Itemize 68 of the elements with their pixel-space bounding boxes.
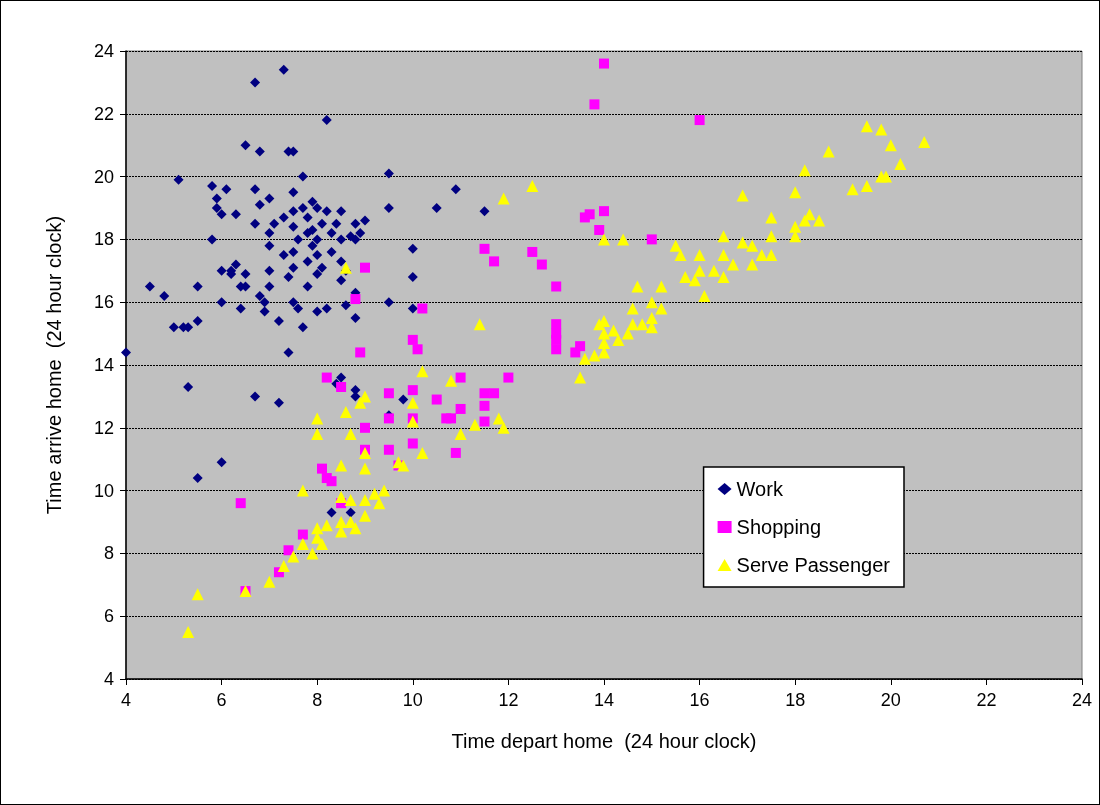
x-tick-label: 4	[120, 690, 132, 710]
point	[360, 422, 370, 433]
point	[503, 372, 514, 383]
x-tick-label: 6	[216, 690, 227, 710]
point	[489, 256, 500, 267]
y-tick-label: 8	[103, 543, 114, 564]
point	[360, 262, 370, 273]
point	[599, 206, 609, 217]
point	[450, 447, 461, 458]
legend-label: Serve Passenger	[736, 554, 891, 576]
point	[599, 58, 609, 69]
point	[551, 319, 562, 330]
point	[383, 444, 394, 455]
y-tick-label: 20	[93, 166, 114, 187]
point	[417, 303, 428, 314]
point	[479, 388, 490, 399]
point	[326, 476, 337, 487]
point	[235, 498, 246, 509]
x-tick-label: 14	[593, 690, 615, 710]
point	[446, 413, 457, 424]
point	[646, 234, 657, 245]
point	[407, 334, 418, 345]
x-tick-label: 10	[402, 690, 423, 710]
point	[407, 438, 418, 449]
point	[431, 394, 442, 405]
point	[297, 529, 308, 540]
x-axis-title: Time depart home (24 hour clock)	[451, 730, 757, 752]
y-tick-label: 6	[103, 606, 114, 627]
point	[594, 224, 605, 235]
point	[589, 99, 600, 110]
point	[551, 344, 562, 355]
point	[479, 243, 490, 254]
point	[479, 416, 490, 427]
point	[412, 344, 423, 355]
point	[694, 115, 705, 126]
point	[551, 281, 562, 292]
point	[321, 372, 332, 383]
point	[316, 463, 327, 474]
y-tick-label: 14	[93, 355, 114, 375]
point	[527, 246, 538, 257]
y-tick-label: 10	[93, 480, 114, 501]
point	[551, 334, 562, 345]
y-tick-label: 16	[93, 292, 114, 313]
y-tick-label: 12	[93, 417, 114, 438]
y-tick-label: 4	[103, 669, 114, 689]
y-tick-label: 24	[93, 41, 114, 61]
x-tick-label: 18	[785, 690, 806, 710]
point	[584, 209, 595, 220]
y-tick-label: 22	[93, 103, 114, 124]
legend-label: Shopping	[736, 516, 822, 538]
x-tick-label: 12	[498, 690, 519, 710]
x-tick-label: 16	[689, 690, 710, 710]
x-tick-label: 8	[312, 690, 323, 710]
point	[455, 372, 466, 383]
point	[355, 347, 366, 358]
point	[489, 388, 500, 399]
point	[455, 403, 466, 414]
x-tick-label: 22	[976, 690, 997, 710]
y-tick-label: 18	[93, 229, 114, 250]
legend-label: Work	[736, 478, 784, 500]
point	[407, 385, 418, 396]
x-tick-label: 24	[1071, 690, 1093, 710]
point	[536, 259, 547, 270]
y-axis-title: Time arrive home (24 hour clock)	[43, 215, 65, 515]
point	[383, 388, 394, 399]
x-tick-label: 20	[880, 690, 901, 710]
point	[479, 400, 490, 411]
point	[575, 341, 586, 352]
